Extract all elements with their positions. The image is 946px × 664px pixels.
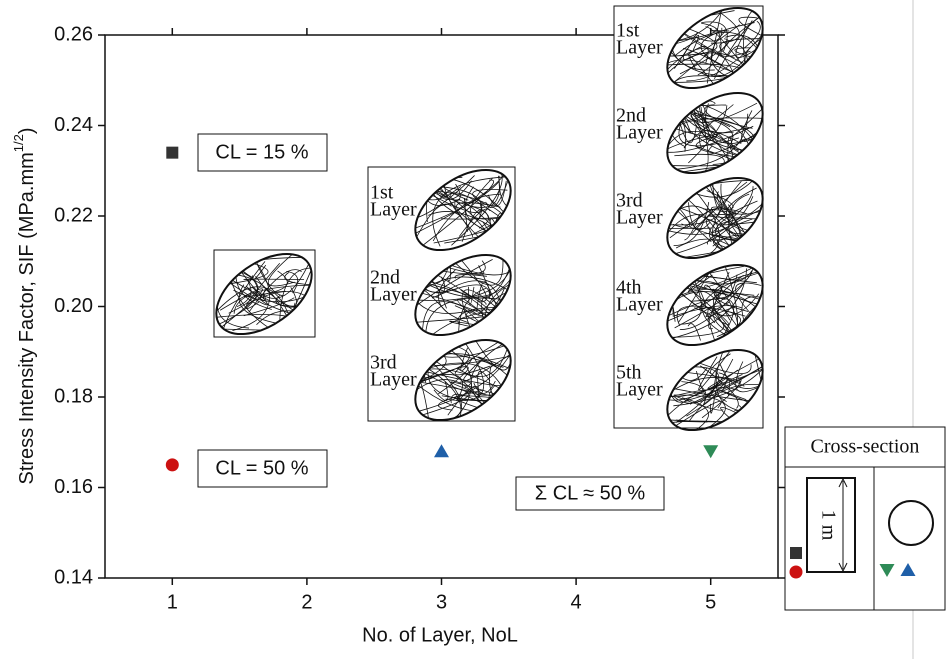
layer-label: Layer	[616, 379, 663, 401]
chart: No. of Layer, NoL Stress Intensity Facto…	[0, 0, 946, 659]
point	[166, 458, 179, 471]
y-tick-label: 0.22	[54, 204, 93, 226]
y-title-end: )	[16, 127, 38, 134]
page: {"chart_data": {"type": "scatter", "xlab…	[0, 0, 946, 664]
layer-label: Layer	[370, 369, 417, 391]
annotation: Σ CL ≈ 50 %	[535, 482, 646, 504]
y-tick-label: 0.18	[54, 385, 93, 407]
annotation: CL = 15 %	[215, 141, 308, 163]
x-axis-title: No. of Layer, NoL	[362, 624, 518, 646]
x-tick-label: 3	[436, 591, 447, 613]
layer-label: Layer	[370, 284, 417, 306]
x-tick-label: 2	[301, 591, 312, 613]
x-tick-label: 1	[167, 591, 178, 613]
layer-label: Layer	[616, 122, 663, 144]
layer-label: Layer	[616, 37, 663, 59]
cross-section: Cross-section 1 m	[785, 427, 945, 610]
legend-marker	[790, 566, 803, 579]
point	[166, 147, 178, 159]
dimension-label: 1 m	[817, 510, 839, 541]
y-title-main: Stress Intensity Factor, SIF (MPa.mm	[16, 152, 38, 484]
layer-label: Layer	[616, 207, 663, 229]
y-tick-label: 0.20	[54, 295, 93, 317]
annotation: CL = 50 %	[215, 457, 308, 479]
y-tick-label: 0.16	[54, 476, 93, 498]
legend-marker	[790, 547, 802, 559]
point	[703, 445, 718, 458]
y-title-sup: 1/2	[11, 134, 26, 152]
layer-label: Layer	[370, 199, 417, 221]
y-tick-label: 0.26	[54, 23, 93, 45]
y-tick-label: 0.24	[54, 114, 93, 136]
cross-section-title: Cross-section	[811, 436, 920, 458]
x-tick-label: 5	[705, 591, 716, 613]
y-axis-title: Stress Intensity Factor, SIF (MPa.mm1/2)	[11, 127, 38, 484]
point	[434, 444, 449, 457]
x-tick-label: 4	[571, 591, 582, 613]
y-tick-label: 0.14	[54, 566, 93, 588]
layer-label: Layer	[616, 294, 663, 316]
